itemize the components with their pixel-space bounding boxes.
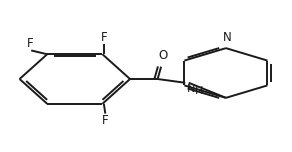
Text: N: N <box>187 84 195 93</box>
Text: F: F <box>27 37 33 50</box>
Text: O: O <box>158 49 167 62</box>
Text: H: H <box>194 86 203 96</box>
Text: F: F <box>100 31 107 44</box>
Text: N: N <box>223 31 232 44</box>
Text: F: F <box>102 114 109 127</box>
